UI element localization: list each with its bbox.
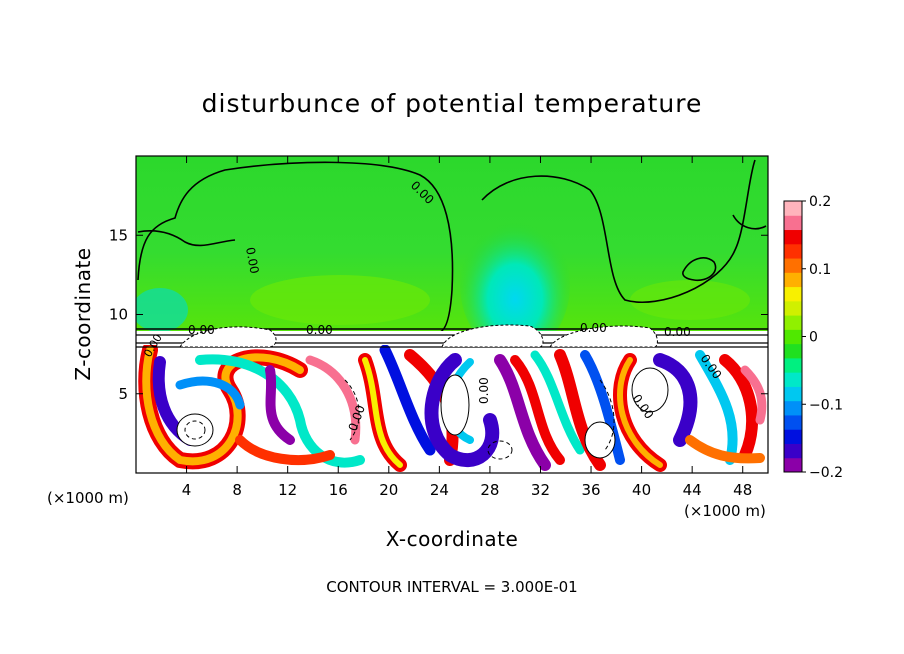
contour-line bbox=[137, 230, 236, 247]
y-axis: 5 10 15 bbox=[109, 226, 768, 403]
x-tick-label: 8 bbox=[232, 481, 242, 499]
colorbar-swatch bbox=[784, 286, 802, 302]
colorbar-swatch bbox=[784, 215, 802, 231]
y-tick-label: 15 bbox=[109, 226, 128, 244]
contour-label: 0.00 bbox=[580, 321, 607, 335]
x-tick-label: 40 bbox=[632, 481, 651, 499]
colorbar-swatch bbox=[784, 343, 802, 359]
x-tick-label: 28 bbox=[480, 481, 499, 499]
x-tick-label: 16 bbox=[329, 481, 348, 499]
colorbar-swatch bbox=[784, 272, 802, 288]
colorbar-swatch bbox=[784, 329, 802, 345]
contour-line bbox=[732, 214, 767, 230]
colorbar-swatch bbox=[784, 429, 802, 444]
colorbar-tick-label: 0.2 bbox=[809, 194, 831, 210]
yellowgreen-patch bbox=[250, 275, 430, 325]
x-unit-right: (×1000 m) bbox=[684, 502, 766, 520]
chart-title: disturbunce of potential temperature bbox=[202, 89, 703, 118]
colorbar-tick-label: −0.1 bbox=[809, 397, 843, 413]
plot-area bbox=[136, 156, 768, 473]
x-tick-label: 44 bbox=[683, 481, 702, 499]
colorbar-swatch bbox=[784, 414, 802, 430]
x-tick-label: 36 bbox=[581, 481, 600, 499]
contour-line bbox=[137, 161, 454, 333]
y-tick-label: 10 bbox=[109, 306, 128, 324]
colorbar-tick-label: −0.2 bbox=[809, 465, 843, 481]
x-axis-label: X-coordinate bbox=[386, 527, 519, 551]
x-axis: 4 8 12 16 20 24 28 32 36 40 44 48 bbox=[182, 156, 752, 499]
colorbar-swatch bbox=[784, 201, 802, 216]
cyan-anomaly-small bbox=[136, 288, 188, 332]
colorbar-tick-label: 0.1 bbox=[809, 262, 831, 278]
contour-label: 0.00 bbox=[306, 323, 333, 337]
contour-label: 0.00 bbox=[243, 246, 261, 275]
colorbar bbox=[783, 200, 803, 473]
x-tick-label: 4 bbox=[182, 481, 192, 499]
x-unit-left: (×1000 m) bbox=[47, 489, 129, 507]
cyan-anomaly bbox=[460, 215, 570, 355]
x-tick-label: 20 bbox=[379, 481, 398, 499]
x-tick-label: 32 bbox=[531, 481, 550, 499]
colorbar-labels: 0.2 0.1 0 −0.1 −0.2 bbox=[802, 194, 843, 481]
eddy-cells bbox=[176, 367, 669, 459]
colorbar-swatch bbox=[784, 258, 802, 273]
dashed-contours bbox=[184, 379, 615, 460]
contour-label: 0.00 bbox=[188, 323, 215, 337]
yellowgreen-patch-right bbox=[630, 280, 750, 320]
colorbar-swatch bbox=[784, 300, 802, 316]
contour-label: 0.00 bbox=[664, 325, 691, 339]
colorbar-swatch bbox=[784, 229, 802, 245]
interface-bumps bbox=[179, 324, 658, 348]
colorbar-swatch bbox=[784, 386, 802, 402]
colorbar-swatch bbox=[784, 372, 802, 387]
colorbar-swatch bbox=[784, 243, 802, 259]
colorbar-swatch bbox=[784, 457, 802, 473]
x-tick-label: 48 bbox=[733, 481, 752, 499]
y-axis-label: Z-coordinate bbox=[71, 247, 95, 380]
contour-interval-note: CONTOUR INTERVAL = 3.000E-01 bbox=[326, 578, 577, 596]
x-tick-label: 24 bbox=[430, 481, 449, 499]
y-tick-label: 5 bbox=[118, 385, 128, 403]
colorbar-tick-label: 0 bbox=[809, 330, 818, 346]
colorbar-swatch bbox=[784, 357, 802, 373]
x-tick-label: 12 bbox=[278, 481, 297, 499]
colorbar-swatch bbox=[784, 400, 802, 416]
contour-label: 0.00 bbox=[477, 377, 491, 404]
colorbar-swatch bbox=[784, 315, 802, 330]
colorbar-swatch bbox=[784, 443, 802, 459]
contour-line bbox=[481, 159, 756, 303]
contour-line bbox=[682, 257, 717, 282]
